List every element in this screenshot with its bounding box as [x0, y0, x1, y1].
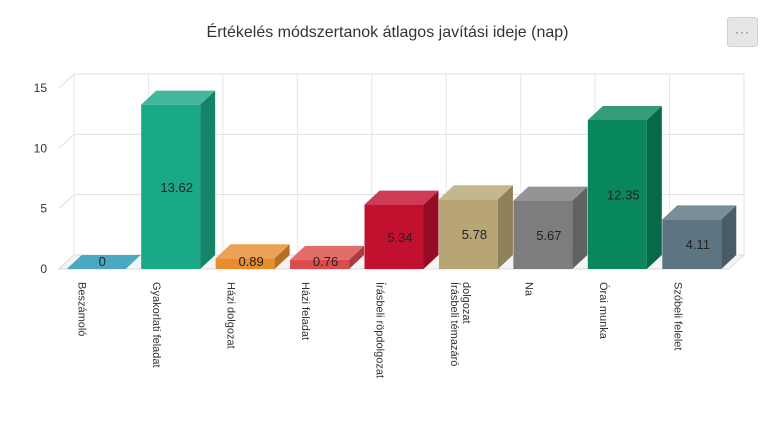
bar [215, 244, 290, 269]
y-tick-label: 15 [34, 81, 48, 95]
gridline-diag [58, 194, 75, 210]
bar-front [290, 259, 350, 269]
bar-side [646, 105, 662, 269]
category-label: dolgozat [460, 282, 472, 324]
bar [364, 190, 439, 269]
bar-top [215, 244, 290, 259]
bar [438, 185, 513, 269]
category-label: Házi feladat [299, 282, 311, 340]
data-label: 5.78 [462, 227, 487, 242]
data-label: 0.76 [313, 254, 338, 269]
bar-top [662, 205, 737, 220]
bar-side [497, 185, 513, 269]
bar [141, 90, 216, 269]
bar [513, 186, 588, 269]
data-label: 0.89 [238, 254, 263, 269]
category-label: Na [522, 282, 534, 297]
bar-front [587, 119, 647, 269]
data-label: 0 [99, 254, 106, 269]
bar-top [141, 90, 216, 105]
data-label: 12.35 [607, 187, 640, 202]
bar-side [349, 245, 365, 269]
bar-side [274, 244, 290, 269]
category-label: Írásbeli röpdolgozat [374, 282, 387, 378]
data-label: 5.34 [387, 230, 412, 245]
category-label: Beszámoló [76, 282, 88, 336]
bar [290, 245, 365, 269]
y-tick-label: 5 [40, 202, 47, 216]
gridline-diag [58, 73, 75, 89]
bar-top [290, 245, 365, 260]
bar-front [364, 204, 424, 269]
bar-top [66, 255, 141, 269]
bar-front [513, 200, 573, 269]
ellipsis-icon: ··· [735, 25, 750, 39]
bar-front [215, 258, 275, 269]
bars [66, 90, 737, 270]
bar-top [513, 186, 588, 201]
data-label: 4.11 [686, 237, 710, 252]
data-label: 13.62 [160, 180, 193, 195]
category-label: Házi dolgozat [225, 282, 237, 349]
bar-front [662, 219, 722, 269]
bar-side [721, 205, 737, 269]
category-label: Írásbeli témazáró [448, 282, 461, 366]
bar [66, 255, 141, 270]
bar [587, 105, 662, 269]
category-label: Órai munka [597, 282, 610, 340]
chart-title: Értékelés módszertanok átlagos javítási … [206, 24, 569, 41]
bar-top [438, 185, 513, 200]
bar-front [141, 104, 201, 269]
bar [662, 205, 737, 269]
bar-side [572, 186, 588, 269]
bar-side [423, 190, 439, 269]
category-label: Gyakorlati feladat [150, 282, 162, 368]
category-label: Szóbeli felelet [671, 282, 683, 351]
y-tick-label: 0 [40, 262, 47, 276]
gridline-diag [58, 133, 75, 149]
bar-top [587, 105, 662, 120]
y-tick-label: 10 [34, 141, 48, 155]
data-label: 5.67 [536, 228, 561, 243]
chart-menu-button[interactable]: ··· [727, 17, 758, 47]
bar-side [200, 90, 216, 269]
bar-top [364, 190, 439, 205]
bar-front [438, 199, 498, 269]
